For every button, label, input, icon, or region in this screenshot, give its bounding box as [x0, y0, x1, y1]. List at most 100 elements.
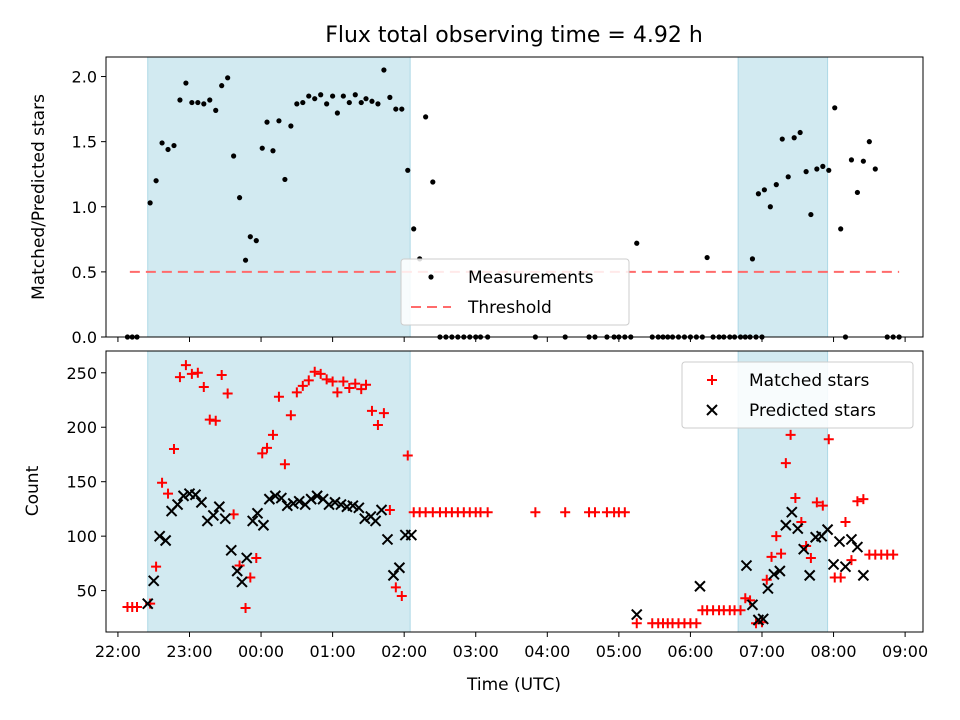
- measurement-point: [242, 257, 249, 263]
- predicted-star-point: [375, 504, 388, 516]
- top-axes-frame: [105, 56, 924, 338]
- matched-star-point: [530, 507, 541, 518]
- predicted-star-point: [845, 533, 858, 546]
- measurement-point: [270, 148, 276, 154]
- predicted-star-point: [359, 513, 371, 525]
- predicted-star-point: [786, 506, 798, 518]
- predicted-star-point: [694, 580, 706, 592]
- matched-star-point: [384, 505, 395, 516]
- predicted-star-point: [827, 558, 840, 571]
- measurement-point: [282, 176, 288, 183]
- matched-star-point: [740, 593, 751, 604]
- measurement-point: [352, 92, 358, 98]
- series-predicted-stars: [142, 487, 870, 626]
- measurement-point: [779, 136, 785, 142]
- matched-star-point: [366, 405, 377, 416]
- predicted-star-point: [335, 498, 347, 511]
- predicted-star-point: [387, 569, 400, 582]
- measurement-point: [259, 145, 265, 151]
- measurement-point: [838, 226, 844, 232]
- matched-star-point: [766, 551, 777, 562]
- legend-swatch: [428, 274, 434, 280]
- predicted-star-point: [305, 493, 317, 505]
- matched-star-point: [771, 531, 782, 542]
- predicted-star-point: [803, 569, 816, 582]
- measurement-point: [872, 166, 878, 172]
- predicted-star-point: [329, 496, 341, 509]
- legend-box: [681, 361, 914, 429]
- predicted-star-point: [236, 576, 248, 588]
- measurement-point: [225, 75, 231, 81]
- predicted-star-point: [757, 613, 769, 625]
- legend-swatch: [706, 404, 718, 416]
- top-x-ticks: [117, 337, 906, 342]
- matched-star-point: [776, 548, 787, 559]
- matched-star-point: [267, 429, 278, 440]
- measurement-point: [369, 98, 375, 104]
- measurement-point: [704, 254, 710, 261]
- bottom-x-ticks: 22:00 23:00 00:00 01:00 02:00 03:00 04:00 05:00…: [95, 632, 928, 661]
- x-tick-label: 06:00: [667, 642, 713, 661]
- x-tick-label: 01:00: [310, 642, 356, 661]
- x-tick-label: 00:00: [238, 642, 284, 661]
- measurement-point: [866, 139, 872, 145]
- chart-title: Flux total observing time = 4.92 h: [325, 23, 703, 48]
- bottom-data-marks: [122, 360, 899, 629]
- predicted-star-point: [839, 560, 852, 573]
- predicted-star-point: [177, 490, 190, 502]
- matched-star-point: [327, 376, 338, 387]
- measurement-point: [358, 99, 364, 106]
- measurement-point: [334, 110, 340, 116]
- measurement-point: [153, 178, 159, 184]
- measurement-point: [375, 101, 381, 107]
- predicted-star-point: [241, 552, 253, 564]
- predicted-star-point: [159, 534, 172, 547]
- matched-star-point: [132, 601, 143, 612]
- measurement-point: [330, 93, 336, 99]
- measurement-point: [797, 129, 803, 136]
- measurement-point: [207, 97, 213, 103]
- matched-star-point: [372, 420, 383, 431]
- measurement-point: [767, 204, 773, 210]
- matched-star-point: [279, 459, 290, 470]
- measurement-point: [183, 80, 189, 86]
- matched-star-point: [285, 410, 296, 421]
- predicted-star-point: [347, 499, 359, 512]
- x-tick-label: 02:00: [381, 642, 427, 661]
- measurement-point: [159, 140, 165, 146]
- matched-star-point: [151, 561, 162, 572]
- x-tick-label: 04:00: [524, 642, 570, 661]
- measurement-point: [300, 99, 306, 106]
- measurement-point: [340, 93, 346, 99]
- measurement-point: [219, 83, 225, 89]
- shaded-observing-window: [737, 56, 829, 338]
- legend-swatch: [707, 375, 717, 385]
- measurement-point: [171, 142, 177, 149]
- measurement-point: [749, 256, 756, 262]
- measurement-point: [411, 226, 417, 232]
- legend-label: Measurements: [468, 268, 594, 288]
- measurement-point: [213, 107, 219, 113]
- predicted-star-point: [768, 568, 780, 580]
- predicted-star-point: [263, 493, 276, 505]
- y-tick-label: 1.0: [72, 198, 97, 217]
- measurement-point: [201, 101, 207, 107]
- measurement-point: [165, 146, 171, 153]
- predicted-star-point: [369, 515, 382, 527]
- matched-star-point: [204, 414, 215, 425]
- measurement-point: [147, 200, 153, 206]
- x-tick-label: 22:00: [95, 642, 141, 661]
- predicted-star-point: [393, 562, 406, 574]
- matched-star-point: [823, 434, 834, 445]
- measurement-point: [854, 189, 861, 196]
- measurement-point: [324, 101, 330, 107]
- matched-star-point: [361, 379, 372, 390]
- legend-label: Predicted stars: [749, 401, 876, 421]
- predicted-star-point: [762, 582, 774, 595]
- matched-star-point: [378, 408, 389, 419]
- matched-star-point: [297, 380, 308, 391]
- y-tick-label: 2.0: [72, 68, 97, 87]
- predicted-star-point: [148, 575, 160, 587]
- y-tick-label: 250: [66, 364, 97, 383]
